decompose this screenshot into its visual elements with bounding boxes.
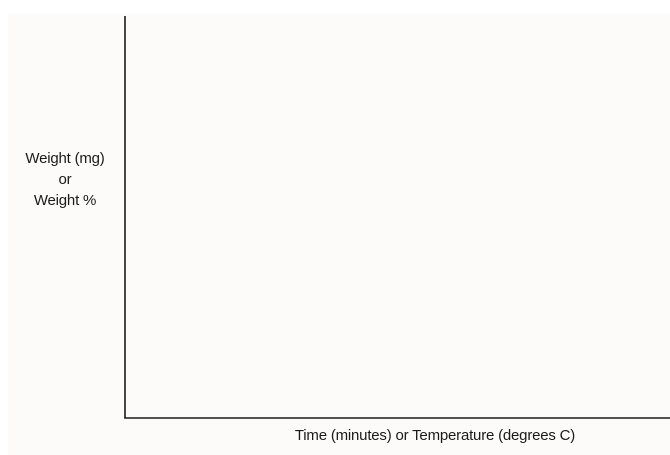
y-axis-label: Weight (mg) or Weight % (6, 148, 124, 211)
y-axis-label-line-1: Weight (mg) (25, 150, 105, 167)
y-axis-label-line-2: or (58, 171, 72, 188)
plot-area (8, 14, 670, 455)
y-axis-label-line-3: Weight % (33, 192, 97, 209)
x-axis-label: Time (minutes) or Temperature (degrees C… (294, 427, 576, 444)
